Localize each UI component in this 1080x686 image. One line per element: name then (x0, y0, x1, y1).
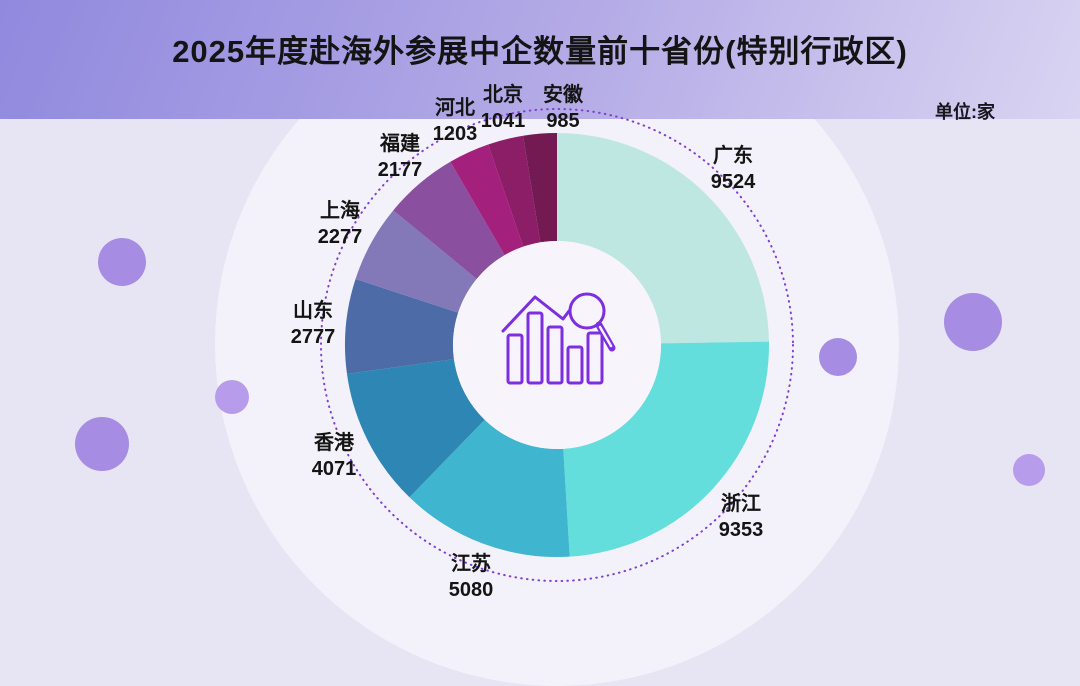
slice-value: 4071 (311, 458, 357, 480)
slice-name: 浙江 (721, 493, 761, 515)
slice-label-zhejiang: 浙江 9353 (719, 491, 764, 543)
slice-label-hebei: 河北 1203 (433, 95, 478, 147)
slice-name: 上海 (320, 200, 360, 222)
donut-slice-6 (393, 161, 505, 279)
donut-slice-4 (345, 279, 459, 374)
decor-bubble (215, 380, 249, 414)
donut-slices (345, 133, 769, 557)
donut-slice-5 (355, 210, 477, 313)
unit-label: 单位:家 (935, 102, 995, 122)
slice-name: 广东 (713, 145, 753, 167)
donut-hole (453, 241, 661, 449)
donut-slice-3 (346, 359, 485, 498)
donut-chart (320, 108, 794, 582)
slice-name: 北京 (483, 84, 523, 106)
donut-slice-1 (563, 341, 769, 557)
donut-slice-0 (557, 133, 769, 344)
decor-bubble (98, 238, 146, 286)
decor-bubble (1013, 454, 1045, 486)
slice-label-shanghai: 上海 2277 (318, 198, 363, 250)
donut-slice-2 (409, 419, 570, 557)
dotted-ring (320, 108, 794, 582)
slice-name: 福建 (380, 133, 420, 155)
slice-value: 9524 (710, 171, 756, 193)
slice-name: 山东 (293, 300, 333, 322)
slice-label-hongkong: 香港 4071 (312, 430, 357, 482)
slice-label-shandong: 山东 2777 (291, 298, 336, 350)
donut-slice-7 (450, 144, 524, 256)
donut-slice-8 (488, 135, 541, 247)
slice-label-fujian: 福建 2177 (378, 131, 423, 183)
page-title: 2025年度赴海外参展中企数量前十省份(特别行政区) (172, 34, 908, 69)
decor-bubble (75, 417, 129, 471)
slice-value: 9353 (718, 519, 764, 541)
decor-bubble (944, 293, 1002, 351)
slice-label-jiangsu: 江苏 5080 (449, 551, 494, 603)
slice-name: 江苏 (451, 553, 491, 575)
slice-value: 5080 (448, 579, 494, 601)
slice-value: 1203 (432, 123, 478, 145)
slice-label-guangdong: 广东 9524 (711, 143, 756, 195)
bar-chart-magnifier-icon (501, 292, 616, 385)
slice-value: 2777 (290, 326, 336, 348)
slice-value: 985 (546, 110, 580, 132)
slice-value: 2177 (377, 159, 423, 181)
header-banner (0, 0, 1080, 119)
slice-name: 安徽 (543, 84, 583, 106)
slice-name: 香港 (314, 432, 354, 454)
slice-label-anhui: 安徽 985 (543, 82, 583, 134)
slice-value: 2277 (317, 226, 363, 248)
decor-bubble (819, 338, 857, 376)
donut-slice-9 (523, 133, 557, 243)
slice-label-beijing: 北京 1041 (481, 82, 526, 134)
slice-value: 1041 (480, 110, 526, 132)
slice-name: 河北 (435, 97, 475, 119)
